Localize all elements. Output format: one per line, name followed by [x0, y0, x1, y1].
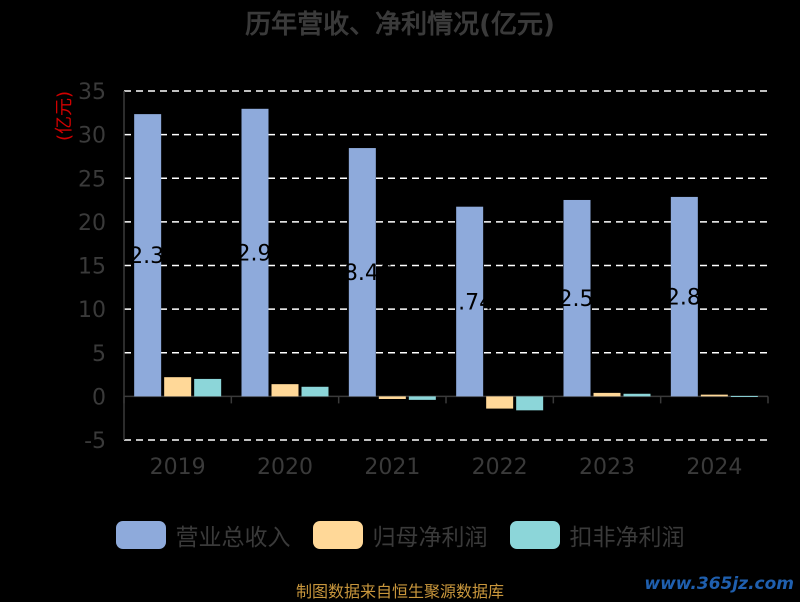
x-tick-label-2023: 2023 — [579, 455, 635, 480]
x-tick-label-2024: 2024 — [686, 455, 742, 480]
y-tick-label--5: -5 — [84, 429, 106, 454]
bar-revenue-2020 — [241, 108, 269, 397]
y-tick-label-35: 35 — [78, 80, 106, 105]
bar-revenue-2024 — [670, 196, 698, 397]
data-label-revenue-2023: 2.51 — [559, 287, 608, 312]
bar-deducted-profit-2023 — [623, 393, 651, 397]
legend: 营业总收入 归母净利润 扣非净利润 — [0, 518, 800, 552]
bar-deducted-profit-2022 — [516, 396, 544, 411]
bar-revenue-2021 — [348, 148, 376, 397]
y-tick-label-15: 15 — [78, 255, 106, 280]
data-label-revenue-2024: 2.86 — [666, 286, 715, 311]
x-tick-label-2020: 2020 — [257, 455, 313, 480]
y-tick-label-0: 0 — [92, 385, 106, 410]
y-axis-unit-label: (亿元) — [54, 91, 75, 141]
y-tick-label-10: 10 — [78, 298, 106, 323]
y-tick-label-25: 25 — [78, 167, 106, 192]
bar-net-profit-2021 — [378, 396, 406, 399]
bar-revenue-2022 — [456, 206, 484, 397]
y-tick-label-5: 5 — [92, 342, 106, 367]
bar-net-profit-2022 — [486, 396, 514, 409]
bar-net-profit-2020 — [271, 384, 299, 397]
chart-plot: -5 0 5 10 15 20 25 30 35 2019 2020 2021 2022 2023 2024… — [54, 80, 769, 480]
data-label-revenue-2021: 8.46 — [344, 261, 393, 286]
data-labels: 2.35 2.96 8.46 .74 2.51 2.86 — [129, 242, 715, 316]
bar-deducted-profit-2021 — [408, 396, 436, 400]
legend-item-revenue[interactable]: 营业总收入 — [115, 518, 291, 552]
x-tick-label-2019: 2019 — [150, 455, 206, 480]
bar-net-profit-2023 — [593, 392, 621, 397]
legend-swatch-revenue — [115, 521, 166, 549]
bar-deducted-profit-2019 — [194, 378, 222, 397]
legend-label-revenue: 营业总收入 — [175, 525, 291, 551]
legend-swatch-net-profit — [312, 521, 363, 549]
bar-revenue-2019 — [134, 114, 162, 397]
y-tick-label-30: 30 — [78, 124, 106, 149]
axes: -5 0 5 10 15 20 25 30 35 2019 2020 2021 2022 2023 2024 — [78, 80, 769, 480]
data-label-revenue-2019: 2.35 — [129, 244, 178, 269]
legend-label-net-profit: 归母净利润 — [372, 525, 488, 551]
bar-deducted-profit-2024 — [730, 395, 758, 397]
legend-item-deducted-profit[interactable]: 扣非净利润 — [509, 518, 685, 552]
legend-swatch-deducted-profit — [509, 521, 560, 549]
chart-title: 历年营收、净利情况(亿元) — [245, 10, 555, 40]
bar-net-profit-2024 — [700, 394, 728, 397]
legend-item-net-profit[interactable]: 归母净利润 — [312, 518, 488, 552]
data-source-caption: 制图数据来自恒生聚源数据库 — [295, 582, 504, 601]
bar-net-profit-2019 — [164, 377, 192, 397]
x-tick-label-2021: 2021 — [364, 455, 420, 480]
y-tick-label-20: 20 — [78, 211, 106, 236]
legend-label-deducted-profit: 扣非净利润 — [569, 525, 685, 551]
bar-revenue-2023 — [563, 199, 591, 397]
data-label-revenue-2020: 2.96 — [237, 242, 286, 267]
bars — [134, 108, 758, 411]
x-tick-label-2022: 2022 — [472, 455, 528, 480]
data-label-revenue-2022: .74 — [458, 291, 493, 316]
watermark-link[interactable]: www.365jz.com — [644, 574, 794, 594]
bar-deducted-profit-2020 — [301, 386, 329, 397]
